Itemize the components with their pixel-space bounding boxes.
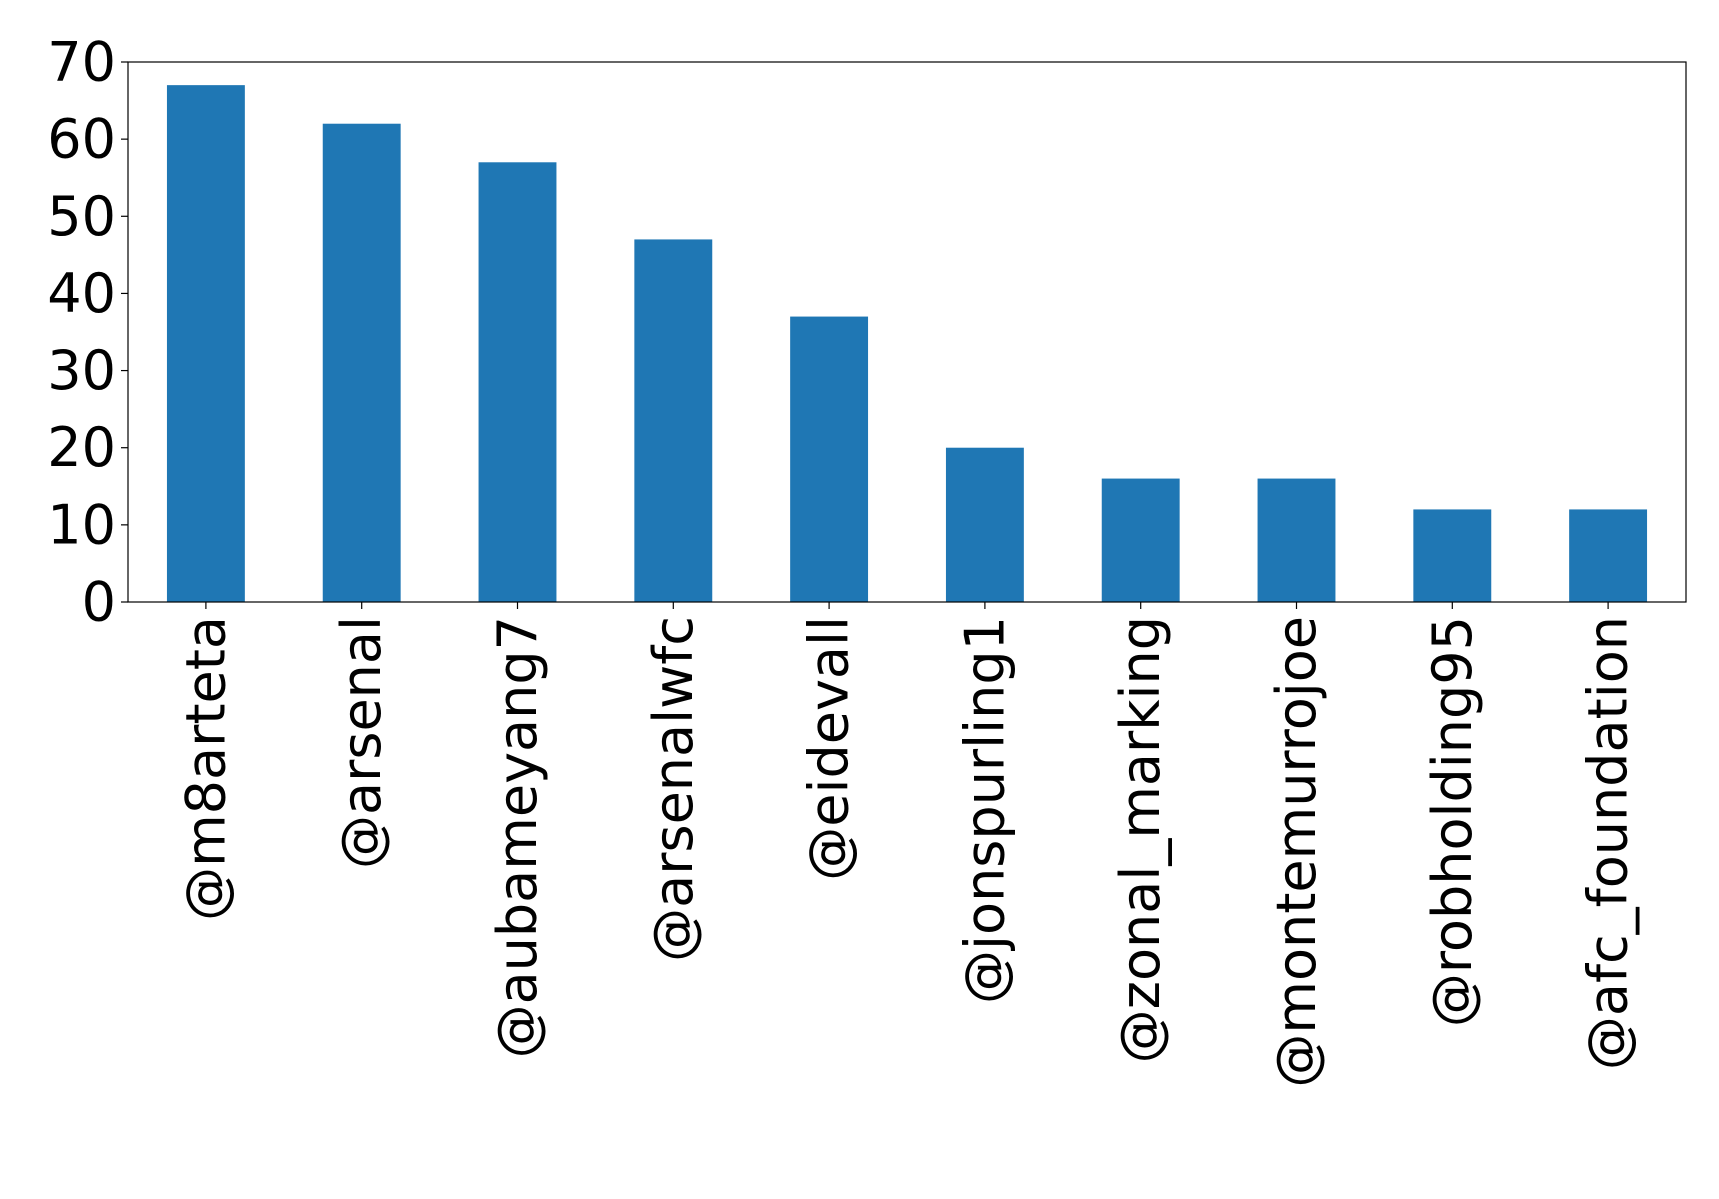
bar-afc-foundation — [1569, 509, 1648, 602]
bars-layer — [166, 85, 1648, 603]
y-tick-label: 50 — [47, 185, 116, 248]
y-tick-label: 60 — [47, 108, 116, 171]
x-tick-label: @afc_foundation — [1577, 616, 1640, 1070]
x-tick-label: @eidevall — [798, 616, 861, 881]
y-axis: 0 10 20 30 40 50 60 70 — [47, 31, 128, 634]
bar-arsenalwfc — [634, 239, 713, 602]
bar-jonspurling1 — [945, 447, 1024, 602]
y-tick-label: 30 — [47, 339, 116, 402]
x-tick-label: @arsenalwfc — [642, 616, 705, 962]
bar-robholding95 — [1413, 509, 1492, 602]
bar-m8arteta — [166, 85, 245, 602]
plot-frame — [127, 61, 1687, 603]
y-tick-label: 0 — [82, 571, 116, 634]
x-tick-label: @robholding95 — [1421, 616, 1484, 1027]
bar-montemurrojoe — [1257, 478, 1336, 602]
y-tick-label: 20 — [47, 416, 116, 479]
y-tick-label: 10 — [47, 493, 116, 556]
bar-zonal-marking — [1101, 478, 1180, 602]
bar-arsenal — [322, 123, 401, 602]
x-tick-label: @montemurrojoe — [1265, 616, 1328, 1088]
x-tick-label: @m8arteta — [174, 616, 237, 921]
x-tick-label: @jonspurling1 — [953, 616, 1016, 1004]
bar-eidevall — [790, 316, 869, 602]
x-tick-label: @arsenal — [330, 616, 393, 869]
y-tick-label: 70 — [47, 31, 116, 94]
x-tick-label: @aubameyang7 — [486, 616, 549, 1058]
y-tick-label: 40 — [47, 262, 116, 325]
x-tick-label: @zonal_marking — [1109, 616, 1172, 1063]
bar-aubameyang7 — [478, 162, 557, 603]
x-axis: @m8arteta @arsenal @aubameyang7 @arsenalwfc… — [174, 602, 1640, 1088]
